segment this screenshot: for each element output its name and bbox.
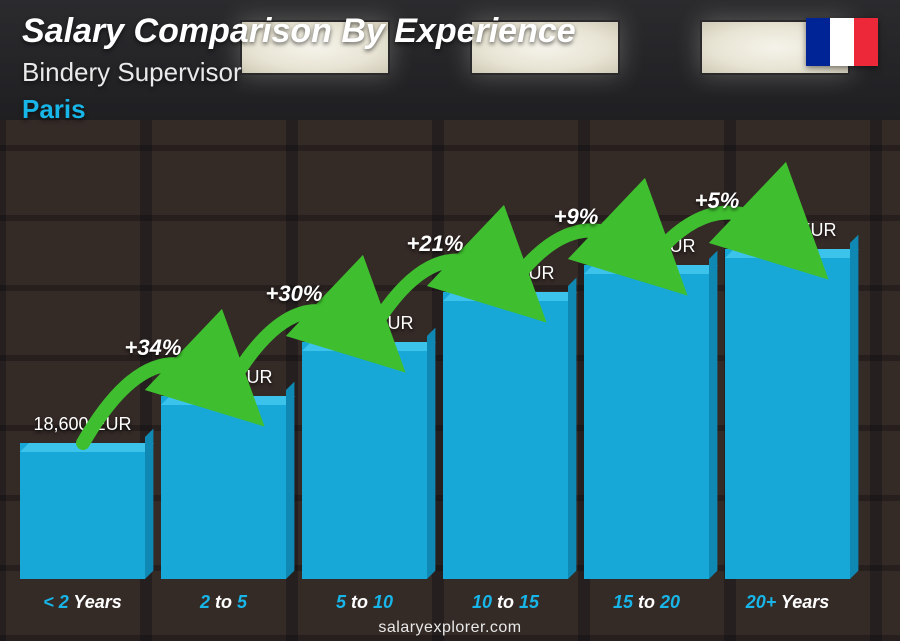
title-block: Salary Comparison By Experience Bindery … (22, 12, 576, 125)
bar-shape (584, 265, 709, 579)
delta-1: +30% (234, 277, 354, 337)
bar-front (20, 443, 145, 579)
bar-side (709, 251, 717, 579)
flag-stripe-red (854, 18, 878, 66)
title-main: Salary Comparison By Experience (22, 12, 576, 51)
bar-side (286, 382, 294, 579)
x-tick-5: 20+ Years (725, 592, 850, 613)
footer-attribution: salaryexplorer.com (0, 619, 900, 637)
bar-side (568, 278, 576, 579)
bar-shape (725, 249, 850, 579)
delta-3: +9% (516, 200, 636, 260)
x-tick-0: < 2 Years (20, 592, 145, 613)
delta-0: +34% (93, 331, 213, 391)
bar-front (584, 265, 709, 579)
delta-pct: +5% (695, 188, 740, 214)
x-axis: < 2 Years 2 to 5 5 to 10 10 to 15 15 to 20 20… (20, 592, 850, 613)
flag-stripe-white (830, 18, 854, 66)
title-subtitle: Bindery Supervisor (22, 57, 576, 88)
delta-2: +21% (375, 227, 495, 287)
bar-side (850, 235, 858, 579)
delta-pct: +30% (266, 281, 323, 307)
x-tick-4: 15 to 20 (584, 592, 709, 613)
delta-4: +5% (657, 184, 777, 244)
delta-pct: +21% (407, 231, 464, 257)
bar-front (725, 249, 850, 579)
bar-shape (20, 443, 145, 579)
x-tick-1: 2 to 5 (161, 592, 286, 613)
flag-france (806, 18, 878, 66)
title-city: Paris (22, 94, 576, 125)
x-tick-3: 10 to 15 (443, 592, 568, 613)
bar-side (427, 328, 435, 579)
delta-pct: +9% (554, 204, 599, 230)
delta-pct: +34% (125, 335, 182, 361)
x-tick-2: 5 to 10 (302, 592, 427, 613)
infographic-stage: Salary Comparison By Experience Bindery … (0, 0, 900, 641)
flag-stripe-blue (806, 18, 830, 66)
